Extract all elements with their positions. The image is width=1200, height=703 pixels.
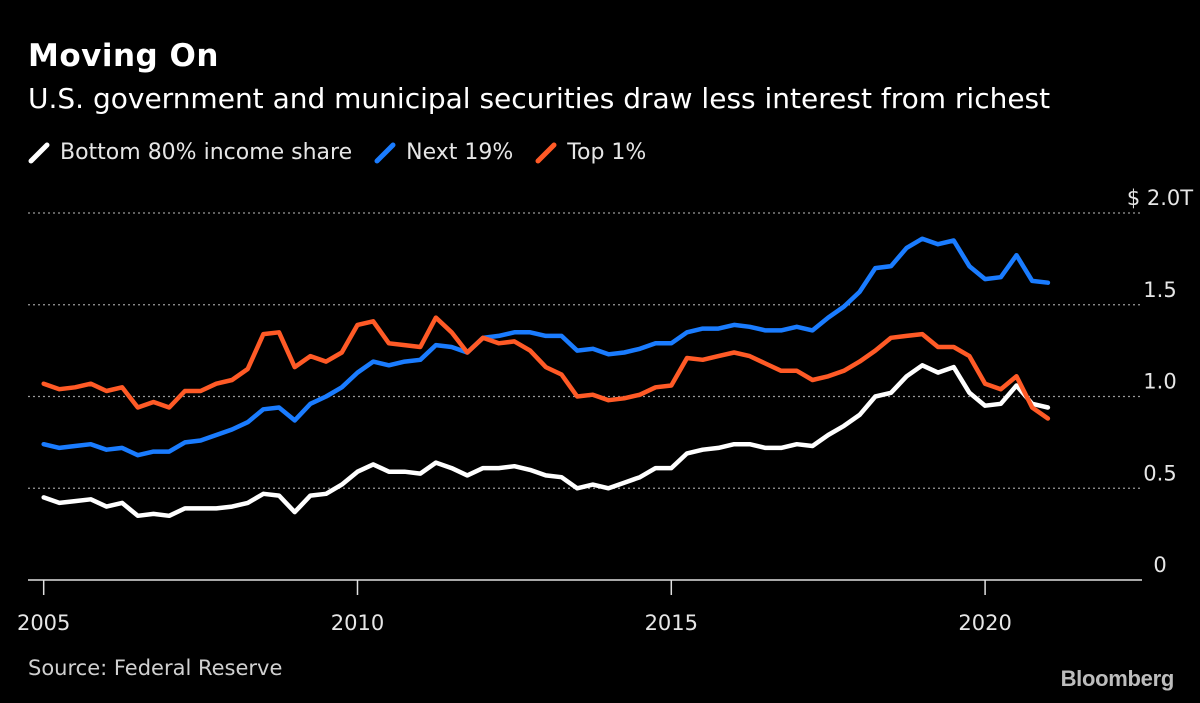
- legend-swatch-top-1-icon: [535, 142, 557, 163]
- series-layer: [41, 236, 1051, 519]
- x-tick-label: 2010: [331, 611, 384, 635]
- series-line-top-1-: [41, 315, 1051, 421]
- y-tick-label: $ 2.0T: [1127, 186, 1193, 210]
- bloomberg-logo: Bloomberg: [1060, 666, 1175, 691]
- y-tick-label: 1.0: [1143, 370, 1176, 394]
- chart-subtitle: U.S. government and municipal securities…: [28, 82, 1051, 115]
- y-tick-label: 0: [1153, 553, 1166, 577]
- x-tick-label: 2020: [958, 611, 1011, 635]
- legend-swatch-next-19-icon: [374, 142, 396, 163]
- series-line-bottom-80-income-share: [41, 363, 1051, 519]
- series-line-next-19-: [41, 236, 1051, 458]
- legend-item-top-1: Top 1%: [535, 140, 646, 165]
- legend-label-next-19: Next 19%: [406, 140, 514, 165]
- legend-swatch-bottom-80-icon: [28, 142, 50, 163]
- legend-item-next-19: Next 19%: [374, 140, 513, 165]
- legend-label-bottom-80: Bottom 80% income share: [60, 140, 353, 165]
- legend-item-bottom-80: Bottom 80% income share: [28, 140, 352, 165]
- source-note: Source: Federal Reserve: [28, 656, 283, 680]
- chart-title: Moving On: [28, 38, 219, 74]
- y-tick-label: 1.5: [1143, 278, 1176, 302]
- x-tick-label: 2005: [17, 611, 70, 635]
- x-tick-label: 2015: [645, 611, 698, 635]
- legend: Bottom 80% income share Next 19% Top 1%: [28, 140, 668, 165]
- y-tick-label: 0.5: [1143, 461, 1176, 485]
- axis-layer: 0 0.5 1.0 1.5 $ 2.0T 2005 2010 2015 2020: [17, 186, 1193, 635]
- legend-label-top-1: Top 1%: [567, 140, 647, 165]
